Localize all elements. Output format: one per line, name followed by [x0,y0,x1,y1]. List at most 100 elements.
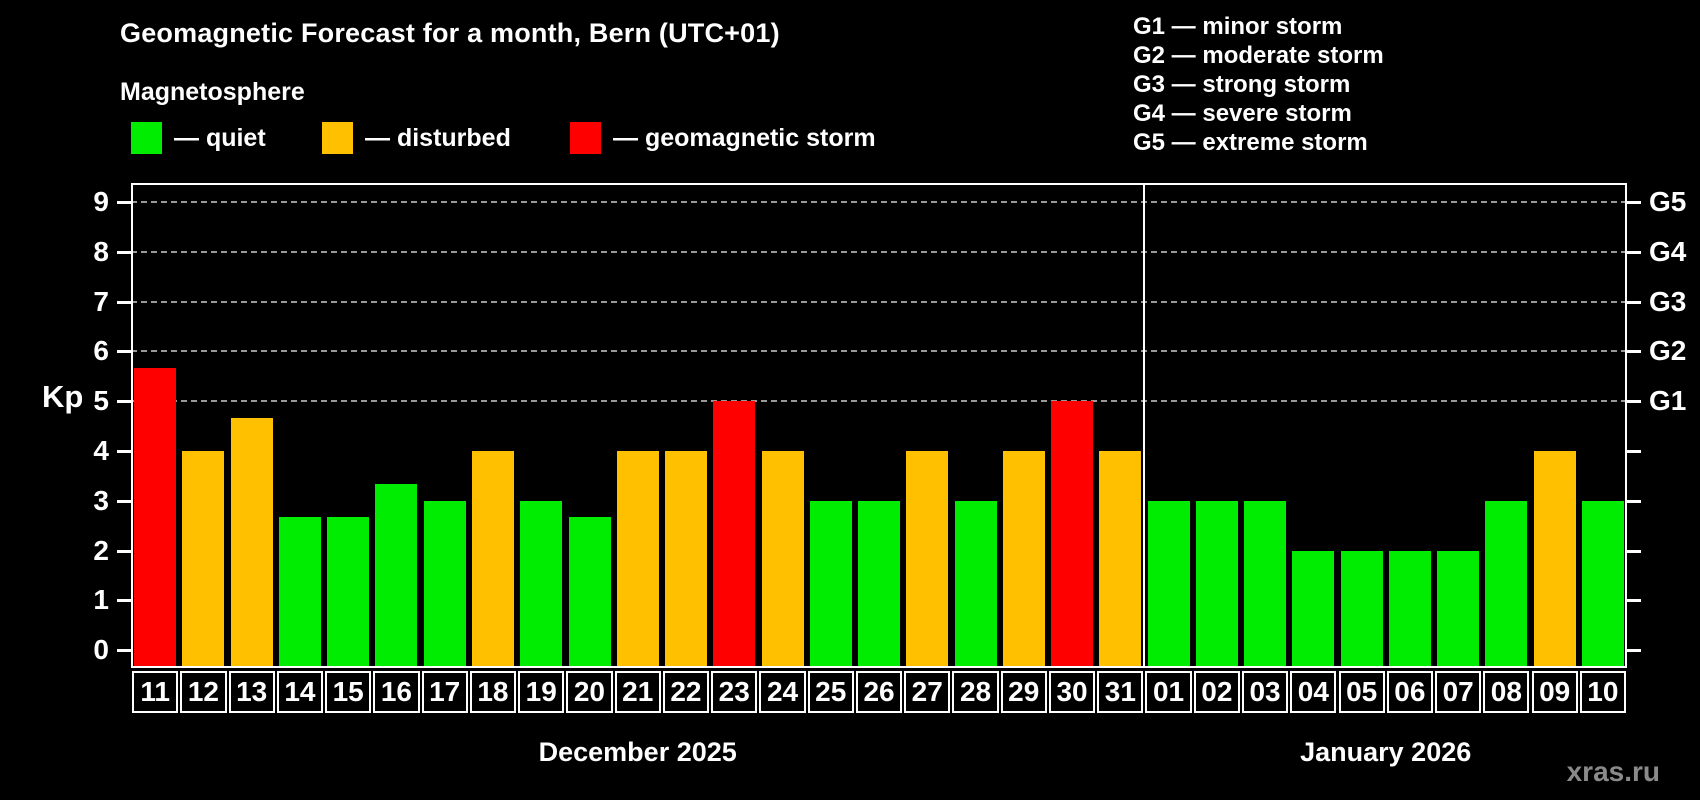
x-axis-day-label: 29 [1000,671,1047,713]
kp-bar-17 [423,500,466,668]
month-separator [1143,183,1146,668]
left-tick-kp3 [117,499,131,503]
kp-bar-06 [1388,550,1431,668]
g-scale-legend: G1 — minor storm G2 — moderate storm G3 — … [1133,12,1384,157]
kp-bar-08 [1485,500,1528,668]
left-tick-kp7 [117,300,131,304]
month-label: December 2025 [538,737,737,767]
kp-bar-18 [471,451,514,668]
kp-bar-07 [1437,550,1480,668]
storm-swatch-icon [570,122,601,154]
right-tick-kp6 [1627,350,1641,354]
right-tick-kp1 [1627,599,1641,603]
gridline-kp8 [131,250,1627,253]
legend-label: — disturbed [365,123,511,152]
y-tick-label: 1 [93,584,109,616]
kp-bar-14 [278,517,321,668]
g-axis-label-g4: G4 [1649,235,1687,267]
y-tick-label: 3 [93,484,109,516]
legend-label: — quiet [174,123,266,152]
x-axis-day-label: 21 [614,671,661,713]
x-axis-day-label: 09 [1531,671,1578,713]
left-tick-kp9 [117,201,131,204]
left-tick-kp0 [117,649,131,653]
x-axis-day-label: 28 [952,671,999,713]
right-tick-kp7 [1627,300,1641,304]
y-tick-label: 5 [93,385,109,417]
kp-bar-31 [1099,451,1142,668]
kp-bar-05 [1340,550,1383,668]
x-axis-day-label: 18 [469,671,517,713]
kp-bar-23 [713,401,756,668]
left-tick-kp5 [117,400,131,404]
kp-bar-10 [1581,500,1624,668]
watermark: xras.ru [1566,756,1660,787]
left-tick-kp8 [117,250,131,254]
x-axis-day-label: 02 [1193,671,1240,713]
y-tick-label: 7 [93,285,109,317]
x-axis-day-label: 10 [1579,671,1626,713]
x-axis-day-label: 22 [662,671,710,713]
right-tick-kp8 [1627,250,1641,254]
y-tick-label: 2 [93,534,109,566]
x-axis-day-label: 04 [1290,671,1337,713]
kp-bar-28 [954,500,997,668]
right-tick-kp2 [1627,549,1641,553]
kp-bar-16 [375,484,418,668]
g-scale-legend-line: G2 — moderate storm [1133,42,1384,69]
kp-bar-02 [1195,500,1238,668]
kp-bar-24 [761,451,804,668]
x-axis-day-label: 03 [1241,671,1289,713]
y-tick-label: 9 [93,186,109,217]
g-axis-label-g5: G5 [1649,186,1687,217]
x-axis-day-label: 06 [1386,671,1433,713]
kp-bar-30 [1051,401,1093,668]
magnetosphere-label: Magnetosphere [120,78,305,106]
g-axis-label-g2: G2 [1649,335,1687,367]
kp-bar-22 [665,451,707,668]
kp-bar-01 [1147,500,1190,668]
y-tick-label: 0 [93,634,109,666]
gridline-kp6 [131,350,1627,353]
kp-bar-19 [520,500,563,668]
legend-item-quiet: — quiet [131,121,266,155]
x-axis-day-label: 16 [373,671,420,713]
legend-item-disturbed: — disturbed [322,121,511,155]
legend-item-storm: — geomagnetic storm [570,121,876,155]
plot-frame [131,183,1627,668]
kp-bar-13 [230,417,273,668]
left-tick-kp2 [117,549,131,553]
right-tick-kp9 [1627,201,1641,204]
x-axis-day-label: 25 [807,671,854,713]
g-scale-legend-line: G1 — minor storm [1133,13,1343,40]
x-axis-day-label: 15 [325,671,372,713]
kp-bar-15 [327,517,370,668]
kp-bar-12 [182,451,225,668]
x-axis-day-label: 07 [1435,671,1482,713]
g-scale-legend-line: G5 — extreme storm [1133,129,1368,156]
right-tick-kp4 [1627,450,1641,453]
y-tick-label: 6 [93,335,109,367]
gridline-kp9 [131,201,1627,203]
y-axis-title: Kp [42,379,84,414]
x-axis-day-label: 13 [228,671,275,713]
x-axis-day-label: 23 [711,671,758,713]
chart-title: Geomagnetic Forecast for a month, Bern (… [120,18,780,48]
y-tick-label: 8 [93,235,109,267]
quiet-swatch-icon [131,122,162,154]
kp-bar-20 [568,517,611,668]
gridline-kp7 [131,300,1627,303]
x-axis-day-label: 24 [759,671,806,713]
gridline-kp5 [131,400,1627,403]
x-axis-day-label: 20 [566,671,613,713]
kp-bar-21 [616,451,659,668]
kp-bar-03 [1244,500,1287,668]
x-axis-day-label: 01 [1145,671,1192,713]
x-axis-day-label: 31 [1097,671,1144,713]
right-tick-kp5 [1627,400,1641,404]
x-axis-day-label: 11 [132,671,179,713]
kp-bar-25 [809,500,852,668]
kp-bar-29 [1002,451,1045,668]
kp-bar-27 [906,451,949,668]
x-axis-day-label: 05 [1338,671,1385,713]
